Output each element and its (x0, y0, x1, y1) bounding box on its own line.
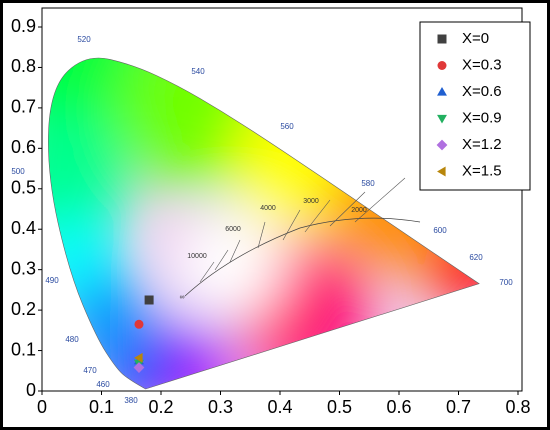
wavelength-label: 490 (45, 276, 59, 285)
wavelength-label: 600 (433, 226, 447, 235)
isotherm (354, 177, 406, 223)
y-tick-label: 0.3 (11, 258, 36, 278)
y-tick-label: 0.6 (11, 137, 36, 157)
legend-label: X=0.3 (462, 56, 502, 73)
color-blob (48, 110, 130, 250)
x-tick-label: 0.5 (327, 397, 352, 417)
x-tick-label: 0.8 (505, 397, 530, 417)
legend-marker (437, 87, 447, 96)
wavelength-label: 500 (11, 167, 25, 176)
y-tick-label: 0.7 (11, 97, 36, 117)
x-tick-label: 0.2 (148, 397, 173, 417)
legend-label: X=0 (462, 30, 489, 47)
isotherm (282, 209, 301, 241)
marker (144, 295, 154, 305)
y-tick-label: 0.2 (11, 299, 36, 319)
y-tick-label: 0.5 (11, 178, 36, 198)
marker (134, 319, 144, 329)
x-tick-label: 0.1 (89, 397, 114, 417)
spectral-locus (48, 57, 480, 390)
wavelength-label: 580 (361, 179, 375, 188)
cct-label: 2000 (351, 207, 367, 214)
isotherm (214, 249, 229, 271)
wavelength-label: 470 (83, 366, 97, 375)
isotherm (304, 199, 331, 233)
legend-marker (437, 61, 447, 70)
legend-label: X=1.2 (462, 136, 502, 153)
legend-label: X=1.5 (462, 162, 502, 179)
y-tick-label: 0.8 (11, 56, 36, 76)
wavelength-label: 620 (469, 253, 483, 262)
x-tick-label: 0.6 (386, 397, 411, 417)
cct-label: ∞ (180, 294, 185, 301)
legend-label: X=0.6 (462, 83, 502, 100)
wavelength-label: 480 (65, 335, 79, 344)
color-blob (175, 210, 285, 320)
x-tick-label: 0.3 (208, 397, 233, 417)
cct-label: 3000 (303, 198, 319, 205)
legend-marker (436, 139, 448, 151)
wavelength-label: 380 (124, 396, 138, 405)
marker (134, 352, 143, 363)
legend-marker (437, 166, 446, 177)
x-tick-label: 0.7 (446, 397, 471, 417)
wavelength-label: 460 (96, 380, 110, 389)
y-tick-label: 0.1 (11, 339, 36, 359)
isotherm (229, 239, 241, 263)
wavelength-label: 700 (499, 278, 513, 287)
marker (133, 362, 145, 373)
isotherm (329, 191, 366, 227)
y-tick-label: 0.9 (11, 16, 36, 36)
wavelength-label: 560 (280, 122, 294, 131)
isotherm (257, 221, 266, 249)
y-tick-label: 0.4 (11, 218, 36, 238)
x-tick-label: 0 (37, 397, 47, 417)
isotherm (199, 261, 215, 283)
x-tick-label: 0.4 (267, 397, 292, 417)
cct-label: 10000 (187, 253, 207, 260)
legend-marker (437, 114, 447, 124)
legend-marker (437, 34, 447, 44)
wavelength-label: 520 (77, 35, 91, 44)
legend-label: X=0.9 (462, 109, 502, 126)
planckian-locus (184, 217, 421, 297)
wavelength-label: 540 (191, 67, 205, 76)
legend-box (419, 21, 531, 191)
cct-label: 6000 (225, 226, 241, 233)
cct-label: 4000 (260, 205, 276, 212)
y-tick-label: 0 (26, 380, 36, 400)
